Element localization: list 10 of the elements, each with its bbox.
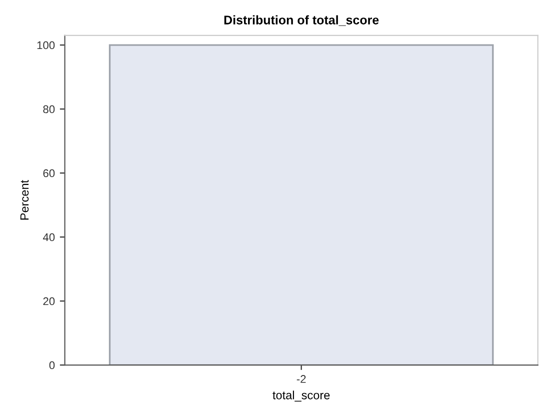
x-tick-label: -2 — [296, 375, 306, 383]
y-tick-label: 40 — [42, 233, 55, 242]
y-tick-label: 60 — [43, 169, 55, 178]
y-tick-label: 0 — [49, 361, 55, 370]
x-axis-title: total_score — [272, 390, 330, 402]
y-tick-label: 80 — [43, 105, 55, 114]
y-axis-title: Percent — [20, 180, 29, 220]
chart-title: Distribution of total_score — [224, 15, 379, 26]
y-tick-label: 100 — [37, 41, 55, 50]
y-tick-label: 20 — [43, 297, 55, 306]
